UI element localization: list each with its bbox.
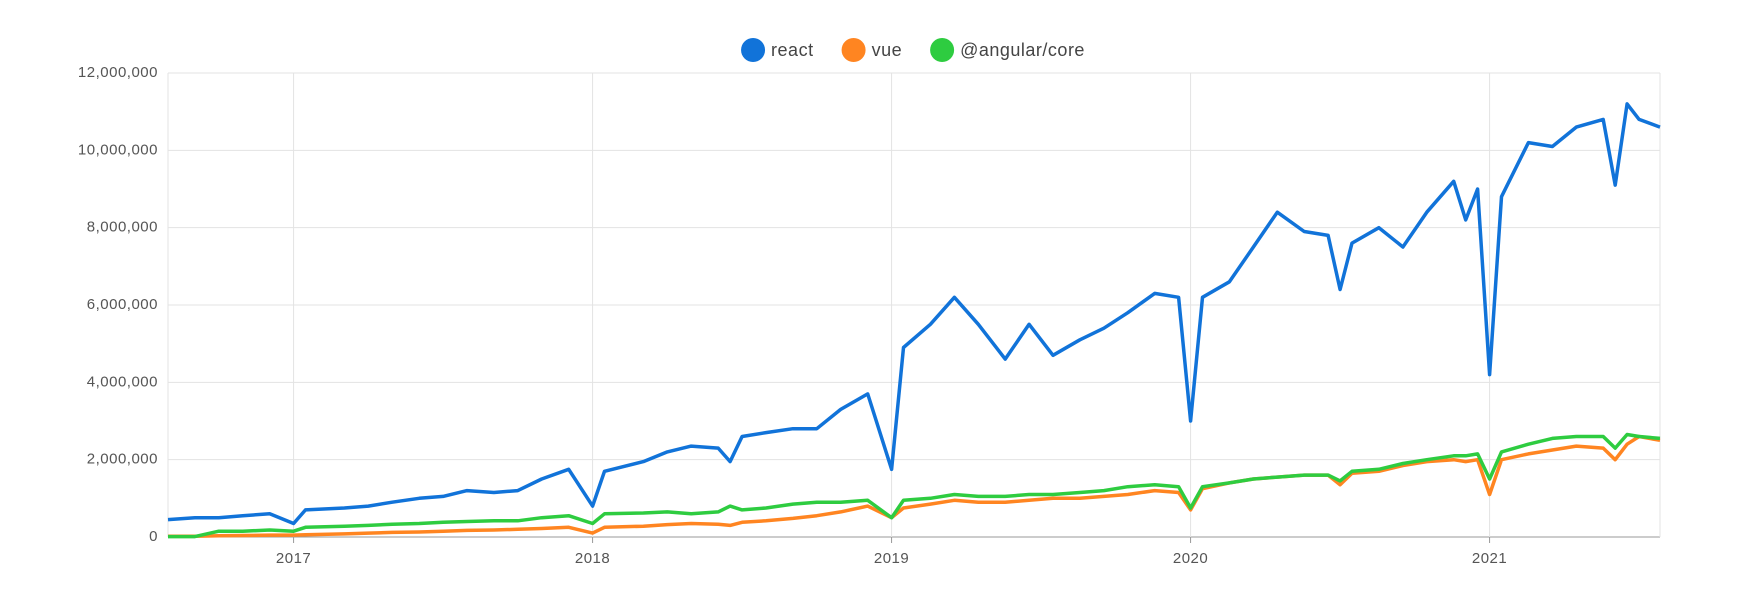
x-tick-label: 2020 xyxy=(1173,550,1208,567)
y-tick-label: 4,000,000 xyxy=(87,373,158,390)
x-tick-label: 2019 xyxy=(874,550,909,567)
legend-marker xyxy=(741,38,766,62)
y-tick-label: 6,000,000 xyxy=(87,296,158,313)
y-tick-label: 10,000,000 xyxy=(78,141,158,158)
y-tick-label: 12,000,000 xyxy=(78,64,158,81)
y-tick-label: 2,000,000 xyxy=(87,451,158,468)
series-line xyxy=(168,432,1661,539)
legend-marker xyxy=(930,38,955,62)
series-line xyxy=(167,102,1661,526)
x-tick-label: 2021 xyxy=(1472,550,1507,567)
x-tick-label: 2017 xyxy=(276,550,311,567)
y-tick-label: 0 xyxy=(149,528,158,545)
y-tick-label: 8,000,000 xyxy=(87,219,158,236)
series-line xyxy=(168,434,1661,538)
legend-label: @angular/core xyxy=(960,40,1085,60)
legend-label: react xyxy=(771,40,814,60)
x-tick-label: 2018 xyxy=(575,550,610,567)
legend-label: vue xyxy=(872,40,903,60)
legend-marker xyxy=(841,38,866,62)
legend: react vue @angular/core xyxy=(741,38,1085,62)
